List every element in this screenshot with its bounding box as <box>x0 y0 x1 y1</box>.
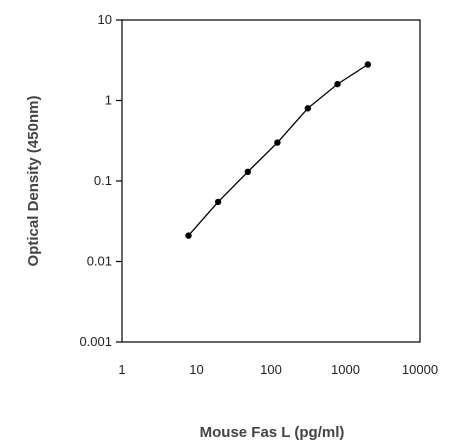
data-point <box>214 198 222 206</box>
x-tick-label: 1 <box>118 362 125 377</box>
x-tick-label: 10000 <box>402 362 438 377</box>
y-tick-label: 1 <box>105 93 112 108</box>
y-tick-label: 0.001 <box>79 334 112 349</box>
data-point <box>334 80 341 88</box>
y-tick-label: 10 <box>98 12 112 27</box>
data-point <box>244 168 251 175</box>
y-axis-ticks: 0.001 0.01 0.1 1 10 <box>79 12 122 349</box>
data-point <box>364 61 372 68</box>
data-point <box>185 232 192 239</box>
x-tick-label: 10 <box>189 362 203 377</box>
y-tick-label: 0.1 <box>94 173 112 188</box>
y-tick-label: 0.01 <box>87 254 112 269</box>
plot-frame <box>121 19 421 343</box>
x-tick-label: 100 <box>260 362 282 377</box>
x-axis-title: Mouse Fas L (pg/ml) <box>200 424 345 441</box>
series-points <box>185 61 372 239</box>
x-tick-label: 1000 <box>331 362 360 377</box>
y-axis-title: Optical Density (450nm) <box>25 96 42 267</box>
data-point <box>274 139 281 146</box>
x-axis-ticks: 1 10 100 1000 10000 <box>118 362 438 377</box>
series-line <box>188 63 369 237</box>
data-point <box>304 105 311 112</box>
